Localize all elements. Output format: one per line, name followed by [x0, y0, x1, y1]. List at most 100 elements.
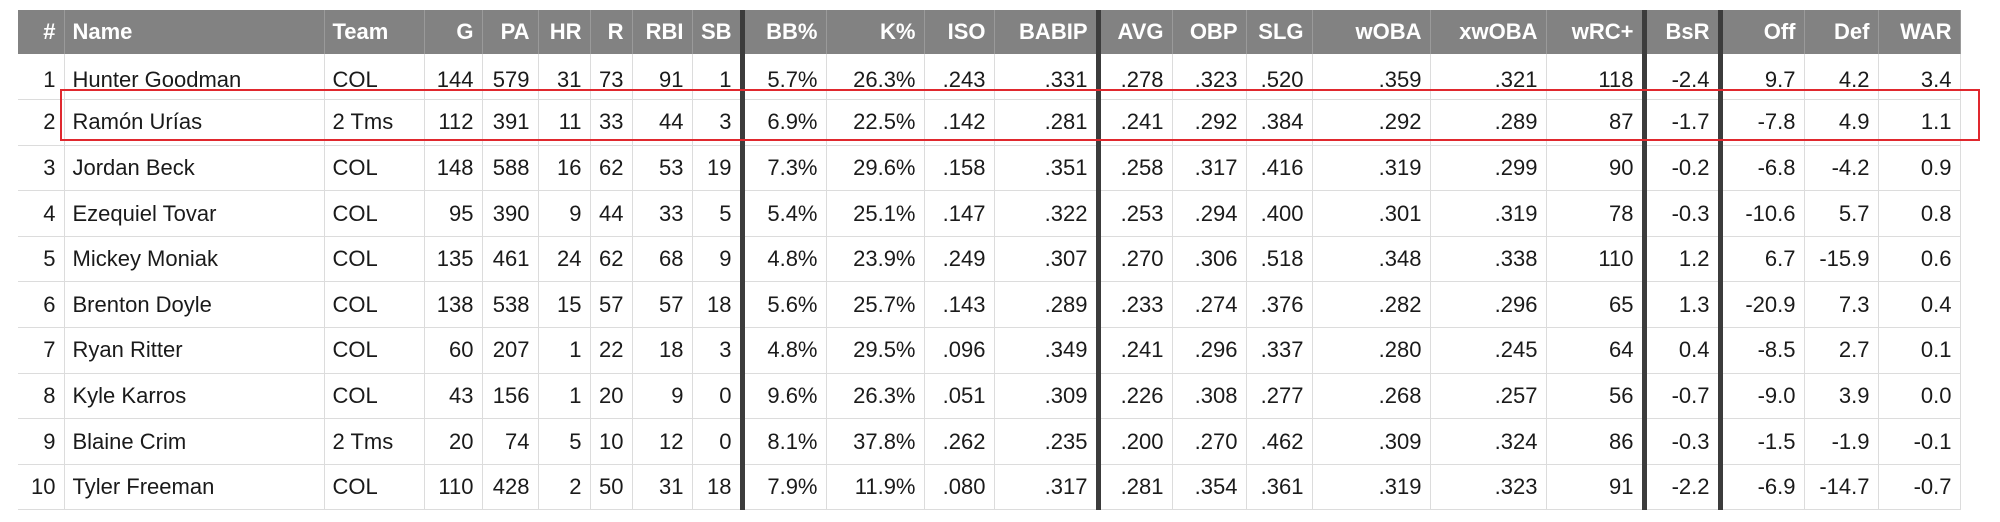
cell-babip: .235	[994, 418, 1101, 465]
cell-r: 73	[590, 54, 633, 101]
cell-bb-pct: 4.8%	[742, 327, 827, 374]
column-header-g[interactable]: G	[424, 10, 483, 54]
cell-babip: .351	[994, 145, 1101, 192]
cell-bsr: -2.2	[1644, 464, 1723, 511]
cell-sb: 3	[692, 99, 745, 146]
table-row[interactable]: 8 Kyle Karros COL 43 156 1 20 9 0 9.6% 26.3% .051.3…	[18, 373, 1961, 420]
cell-hr: 16	[538, 145, 591, 192]
column-header-sb[interactable]: SB	[692, 10, 745, 54]
cell-bb-pct: 5.6%	[742, 281, 827, 329]
cell-xwoba: .324	[1430, 418, 1547, 465]
cell-g: 144	[424, 54, 483, 101]
column-header-obp[interactable]: OBP	[1172, 10, 1247, 54]
column-header-wrc-plus[interactable]: wRC+	[1546, 10, 1647, 54]
cell-wrc-plus: 110	[1546, 236, 1647, 283]
table-row[interactable]: 3 Jordan Beck COL 148 588 16 62 53 19 7.3% 29.6% .1…	[18, 145, 1961, 192]
cell-rbi: 91	[632, 54, 693, 101]
cell-hr: 31	[538, 54, 591, 101]
table-row[interactable]: 2 Ramón Urías 2 Tms 112 391 11 33 44 3 6.9% 22.5%.…	[18, 99, 1961, 146]
cell-pa: 391	[482, 99, 539, 146]
column-header-bb-pct[interactable]: BB%	[742, 10, 827, 54]
cell-woba: .301	[1312, 190, 1431, 237]
cell-name[interactable]: Blaine Crim	[64, 418, 325, 465]
cell-g: 95	[424, 190, 483, 237]
column-header-war[interactable]: WAR	[1878, 10, 1961, 54]
cell-babip: .331	[994, 54, 1101, 101]
cell-def: 2.7	[1804, 327, 1879, 374]
column-header-slg[interactable]: SLG	[1246, 10, 1313, 54]
cell-wrc-plus: 90	[1546, 145, 1647, 192]
cell-name[interactable]: Ramón Urías	[64, 99, 325, 146]
cell-bb-pct: 5.7%	[742, 54, 827, 101]
column-header-name[interactable]: Name	[64, 10, 325, 54]
cell-avg: .241	[1098, 327, 1173, 374]
table-row[interactable]: 9 Blaine Crim 2 Tms 20 74 5 10 12 0 8.1% 37.8% .262…	[18, 418, 1961, 465]
cell-bb-pct: 6.9%	[742, 99, 827, 146]
column-header-team[interactable]: Team	[324, 10, 425, 54]
table-row[interactable]: 5 Mickey Moniak COL 135 461 24 62 68 9 4.8% 23.9%.…	[18, 236, 1961, 283]
cell-off: -9.0	[1720, 373, 1805, 420]
table-row[interactable]: 1 Hunter Goodman COL 144 579 31 73 91 1 5.7% 26.3%…	[18, 54, 1961, 101]
cell-name[interactable]: Jordan Beck	[64, 145, 325, 192]
column-header-k-pct[interactable]: K%	[826, 10, 925, 54]
cell-xwoba: .296	[1430, 281, 1547, 329]
cell-team: COL	[324, 464, 425, 511]
cell-xwoba: .299	[1430, 145, 1547, 192]
cell-team: 2 Tms	[324, 99, 425, 146]
column-header-r[interactable]: R	[590, 10, 633, 54]
table-row[interactable]: 4 Ezequiel Tovar COL 95 390 9 44 33 5 5.4% 25.1% .1…	[18, 190, 1961, 237]
cell-iso: .243	[924, 54, 995, 101]
column-header-babip[interactable]: BABIP	[994, 10, 1101, 54]
cell-name[interactable]: Hunter Goodman	[64, 54, 325, 101]
cell-k-pct: 29.6%	[826, 145, 925, 192]
cell-obp: .296	[1172, 327, 1247, 374]
cell-bsr: 0.4	[1644, 327, 1723, 374]
cell-hr: 9	[538, 190, 591, 237]
cell-wrc-plus: 78	[1546, 190, 1647, 237]
table-row[interactable]: 10 Tyler Freeman COL 110 428 2 50 31 18 7.9% 11.9%…	[18, 464, 1961, 511]
column-header-iso[interactable]: ISO	[924, 10, 995, 54]
cell-pa: 156	[482, 373, 539, 420]
table-row[interactable]: 6 Brenton Doyle COL 138 538 15 57 57 18 5.6% 25.7%…	[18, 281, 1961, 329]
cell-name[interactable]: Brenton Doyle	[64, 281, 325, 329]
column-header-def[interactable]: Def	[1804, 10, 1879, 54]
cell-off: -6.9	[1720, 464, 1805, 511]
cell-obp: .292	[1172, 99, 1247, 146]
cell-xwoba: .257	[1430, 373, 1547, 420]
cell-g: 60	[424, 327, 483, 374]
cell-bb-pct: 9.6%	[742, 373, 827, 420]
cell-def: 4.2	[1804, 54, 1879, 101]
cell-name[interactable]: Ryan Ritter	[64, 327, 325, 374]
cell-wrc-plus: 65	[1546, 281, 1647, 329]
cell-team: 2 Tms	[324, 418, 425, 465]
column-header-woba[interactable]: wOBA	[1312, 10, 1431, 54]
table-row[interactable]: 7 Ryan Ritter COL 60 207 1 22 18 3 4.8% 29.5% .096.…	[18, 327, 1961, 374]
cell-iso: .096	[924, 327, 995, 374]
cell-name[interactable]: Ezequiel Tovar	[64, 190, 325, 237]
cell-iso: .262	[924, 418, 995, 465]
cell-xwoba: .321	[1430, 54, 1547, 101]
cell-wrc-plus: 86	[1546, 418, 1647, 465]
cell-name[interactable]: Mickey Moniak	[64, 236, 325, 283]
cell-bsr: -0.2	[1644, 145, 1723, 192]
cell-war: 0.9	[1878, 145, 1961, 192]
cell-babip: .349	[994, 327, 1101, 374]
column-header-pa[interactable]: PA	[482, 10, 539, 54]
column-header-rank[interactable]: #	[18, 10, 65, 54]
cell-name[interactable]: Tyler Freeman	[64, 464, 325, 511]
cell-def: 5.7	[1804, 190, 1879, 237]
column-header-avg[interactable]: AVG	[1098, 10, 1173, 54]
cell-pa: 579	[482, 54, 539, 101]
cell-rank: 3	[18, 145, 65, 192]
cell-avg: .278	[1098, 54, 1173, 101]
column-header-off[interactable]: Off	[1720, 10, 1805, 54]
cell-woba: .319	[1312, 145, 1431, 192]
column-header-rbi[interactable]: RBI	[632, 10, 693, 54]
cell-babip: .322	[994, 190, 1101, 237]
column-header-hr[interactable]: HR	[538, 10, 591, 54]
cell-name[interactable]: Kyle Karros	[64, 373, 325, 420]
cell-off: -10.6	[1720, 190, 1805, 237]
column-header-xwoba[interactable]: xwOBA	[1430, 10, 1547, 54]
cell-woba: .282	[1312, 281, 1431, 329]
column-header-bsr[interactable]: BsR	[1644, 10, 1723, 54]
